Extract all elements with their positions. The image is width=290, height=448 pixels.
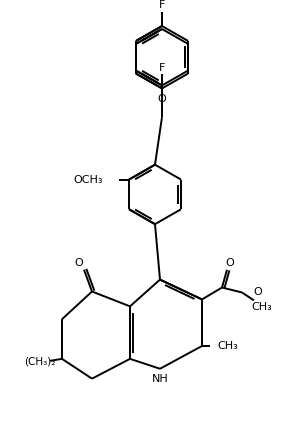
Text: O: O: [226, 258, 234, 268]
Text: OCH₃: OCH₃: [74, 175, 103, 185]
Text: CH₃: CH₃: [252, 302, 272, 312]
Text: (CH₃)₂: (CH₃)₂: [24, 357, 56, 367]
Text: O: O: [75, 258, 84, 268]
Text: F: F: [159, 63, 165, 73]
Text: O: O: [158, 95, 166, 104]
Text: O: O: [254, 288, 262, 297]
Text: CH₃: CH₃: [218, 341, 238, 351]
Text: NH: NH: [152, 374, 168, 383]
Text: F: F: [159, 0, 165, 10]
